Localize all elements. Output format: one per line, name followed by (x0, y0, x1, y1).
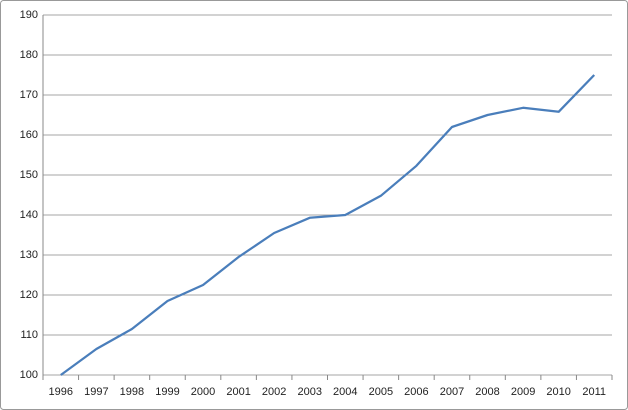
x-tick-label: 2009 (511, 386, 535, 398)
x-tick-label: 2007 (440, 386, 464, 398)
x-tick-label: 1996 (49, 386, 73, 398)
x-tick-label: 1998 (120, 386, 144, 398)
y-tick-label: 160 (20, 129, 38, 141)
x-tick-label: 1997 (84, 386, 108, 398)
x-tick-label: 2005 (369, 386, 393, 398)
x-tick-label: 2010 (546, 386, 570, 398)
y-tick-label: 110 (20, 329, 38, 341)
y-tick-label: 120 (20, 289, 38, 301)
x-tick-label: 2000 (191, 386, 215, 398)
y-tick-label: 100 (20, 369, 38, 381)
y-tick-label: 130 (20, 249, 38, 261)
y-tick-label: 180 (20, 49, 38, 61)
x-tick-label: 2008 (475, 386, 499, 398)
x-tick-label: 2003 (297, 386, 321, 398)
y-tick-label: 140 (20, 209, 38, 221)
line-series (60, 74, 596, 376)
x-tick-label: 2011 (582, 386, 606, 398)
x-tick-label: 1999 (155, 386, 179, 398)
y-tick-label: 150 (20, 169, 38, 181)
x-tick-label: 2006 (404, 386, 428, 398)
y-tick-label: 190 (20, 9, 38, 21)
y-tick-label: 170 (20, 89, 38, 101)
x-tick-label: 2004 (333, 386, 357, 398)
x-tick-label: 2001 (226, 386, 250, 398)
x-tick-label: 2002 (262, 386, 286, 398)
